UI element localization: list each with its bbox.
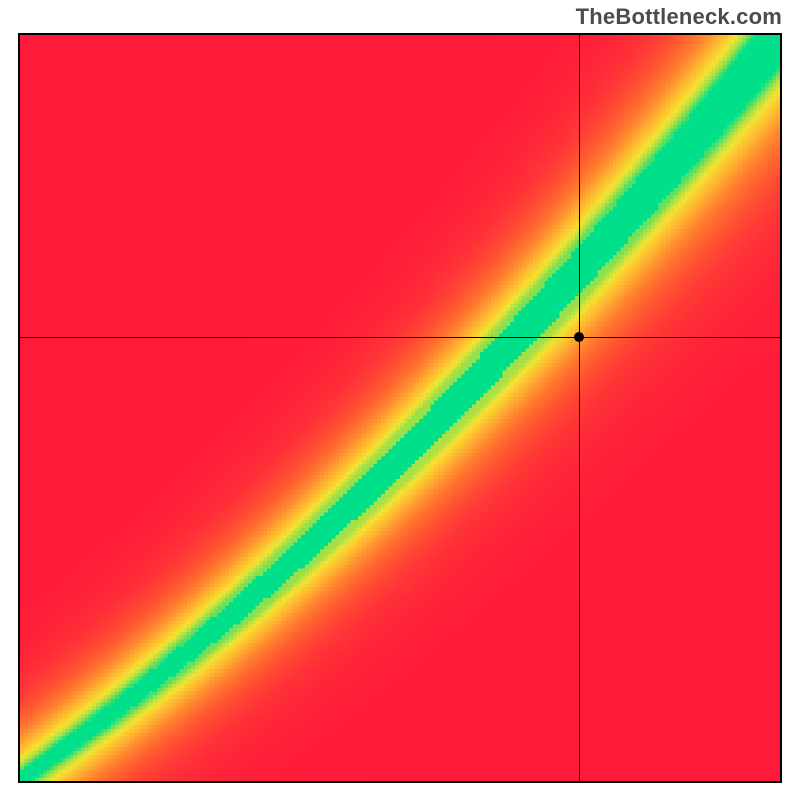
crosshair-vertical	[579, 35, 580, 781]
watermark-text: TheBottleneck.com	[576, 4, 782, 30]
crosshair-horizontal	[20, 337, 780, 338]
bottleneck-heatmap-plot	[18, 33, 782, 783]
heatmap-canvas	[20, 35, 780, 781]
crosshair-marker	[574, 332, 584, 342]
